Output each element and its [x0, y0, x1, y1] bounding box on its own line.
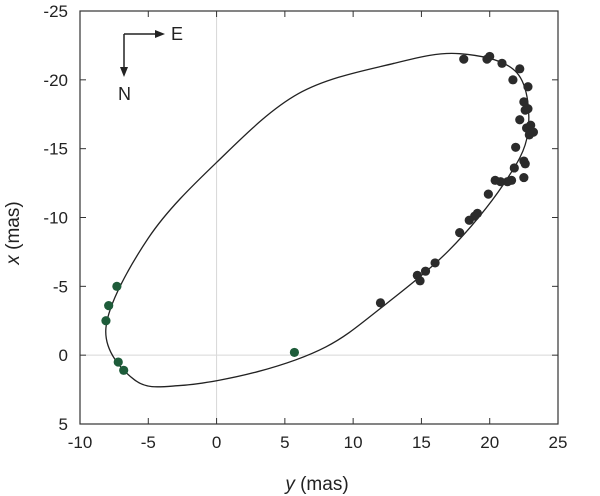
data-point-dark	[526, 120, 536, 130]
data-point-dark	[511, 142, 521, 152]
data-point-green	[104, 301, 114, 311]
x-tick-label: 0	[212, 433, 221, 452]
data-point-green	[113, 357, 123, 367]
data-point-dark	[464, 215, 474, 225]
data-point-dark	[375, 298, 386, 308]
compass: E N	[118, 24, 183, 104]
zero-lines	[80, 11, 558, 424]
data-point-dark	[523, 104, 533, 114]
x-tick-label: -5	[141, 433, 156, 452]
data-point-dark	[509, 163, 519, 173]
y-tick-label: -20	[43, 71, 68, 90]
data-point-dark	[508, 75, 518, 85]
data-point-dark	[485, 51, 495, 62]
x-axis-label-var: y	[283, 474, 296, 495]
y-axis-label: x (mas)	[3, 201, 24, 265]
y-tick-label: -25	[43, 2, 68, 21]
data-points	[101, 51, 539, 375]
data-point-dark	[430, 258, 440, 268]
data-point-dark	[515, 115, 525, 125]
compass-north-label: N	[118, 84, 131, 104]
axis-ticks: -10 -5 0 5 10 15 20 25 -25 -20 -15 -10 -5 0 5	[43, 2, 567, 452]
y-tick-label: -15	[43, 140, 68, 159]
y-axis-label-unit: (mas)	[3, 201, 24, 255]
data-point-dark	[524, 130, 534, 140]
x-axis-label-unit: (mas)	[295, 474, 349, 495]
x-tick-label: 25	[549, 433, 568, 452]
data-point-green	[289, 347, 300, 358]
data-point-green	[119, 365, 129, 375]
data-point-green	[101, 316, 111, 326]
x-tick-label: 20	[480, 433, 499, 452]
data-point-dark	[490, 175, 500, 185]
data-point-dark	[519, 172, 529, 183]
data-point-dark	[459, 54, 469, 64]
data-point-dark	[483, 189, 493, 199]
plot-frame	[79, 10, 559, 425]
x-tick-label: 10	[344, 433, 363, 452]
data-point-dark	[415, 276, 425, 286]
compass-east-label: E	[171, 24, 183, 44]
y-tick-label: -5	[53, 277, 68, 296]
x-tick-label: 5	[280, 433, 289, 452]
y-tick-label: 0	[59, 346, 68, 365]
x-tick-label: -10	[68, 433, 93, 452]
data-point-dark	[497, 58, 507, 68]
data-point-dark	[420, 266, 431, 276]
x-tick-label: 15	[412, 433, 431, 452]
data-point-dark	[520, 159, 530, 169]
y-tick-label: -10	[43, 209, 68, 228]
x-axis-label: y (mas)	[283, 474, 348, 495]
y-tick-label: 5	[59, 415, 68, 434]
compass-east-arrowhead-icon	[155, 30, 165, 38]
data-point-dark	[502, 177, 513, 187]
y-axis-label-var: x	[3, 254, 24, 266]
data-point-dark	[523, 82, 533, 92]
data-point-dark	[455, 228, 465, 238]
data-point-dark	[515, 64, 525, 74]
data-point-green	[112, 281, 122, 291]
compass-north-arrowhead-icon	[120, 67, 128, 77]
data-point-dark	[519, 97, 529, 107]
